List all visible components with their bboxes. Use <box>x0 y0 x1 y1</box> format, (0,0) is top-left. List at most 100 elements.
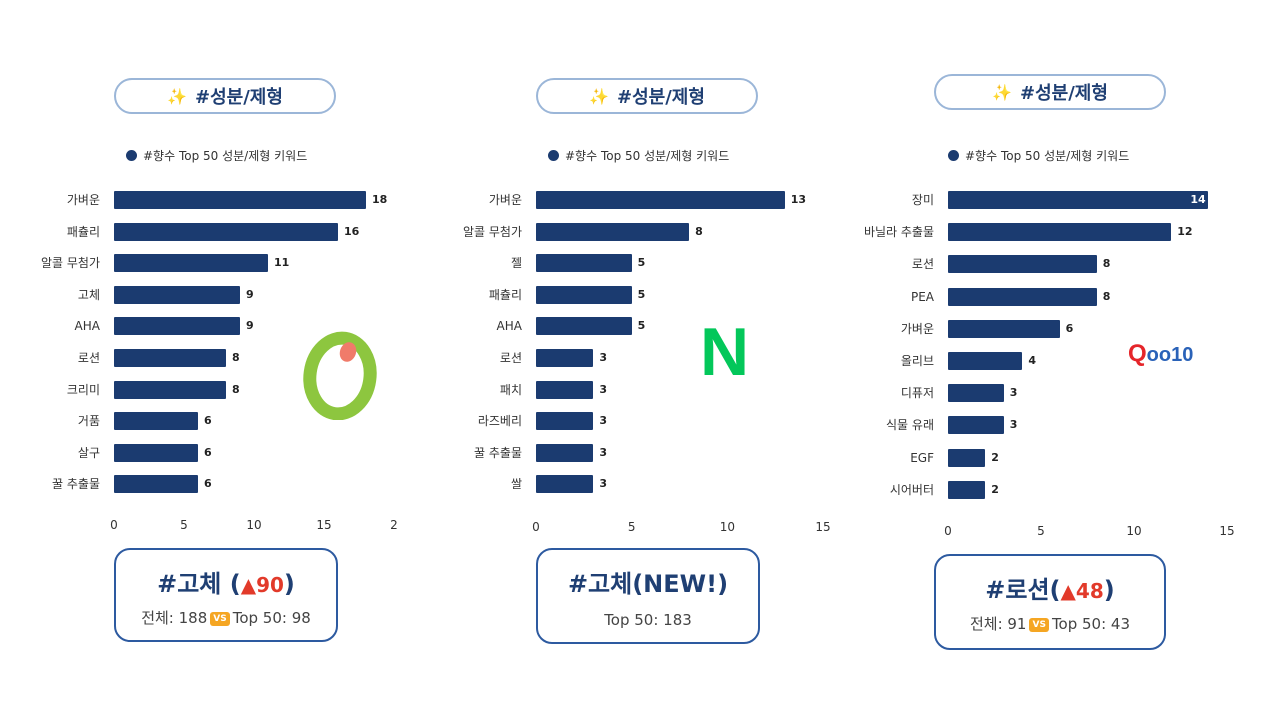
top50-count: Top 50: 183 <box>604 611 692 629</box>
data-label: 3 <box>1009 386 1018 400</box>
data-label: 5 <box>637 319 646 333</box>
category-label: 디퓨저 <box>900 386 934 401</box>
data-label: 6 <box>204 445 212 459</box>
category-label: 꿀 추출물 <box>474 445 522 460</box>
data-label: 11 <box>274 256 290 270</box>
data-label: 8 <box>1102 257 1111 271</box>
bar <box>948 384 1004 403</box>
bar <box>536 412 594 431</box>
x-tick-label: 2 <box>390 518 398 532</box>
bar <box>536 317 632 336</box>
bar <box>114 191 366 209</box>
x-tick-label: 10 <box>1126 524 1142 538</box>
category-label: AHA <box>74 319 100 334</box>
data-label: 6 <box>1065 321 1074 335</box>
category-label: 올리브 <box>900 354 934 368</box>
pill-label: #성분/제형 <box>195 87 283 108</box>
bar <box>114 380 226 399</box>
data-label: 2 <box>991 482 999 496</box>
data-label: 13 <box>790 193 807 206</box>
bar <box>114 412 198 431</box>
summary-counts: Top 50: 183 <box>538 611 758 629</box>
category-label: 꿀 추출물 <box>52 477 100 492</box>
x-tick-label: 15 <box>1219 524 1235 538</box>
summary-counts: 전체: 91 VS Top 50: 43 <box>936 613 1164 634</box>
bar <box>948 287 1097 306</box>
bar <box>948 223 1172 242</box>
data-label: 6 <box>204 414 212 428</box>
x-tick-label: 5 <box>627 520 636 534</box>
increase-badge: ▲48 <box>1060 579 1104 603</box>
category-label: 젤 <box>510 256 522 271</box>
data-label: 5 <box>637 287 646 301</box>
data-label: 3 <box>599 351 608 364</box>
bar <box>114 254 268 273</box>
x-tick-label: 10 <box>719 520 735 534</box>
category-label: 살구 <box>77 445 100 460</box>
summary-counts: 전체: 188 VS Top 50: 98 <box>116 607 336 628</box>
bar <box>536 380 594 399</box>
bar <box>948 416 1004 435</box>
x-tick-label: 10 <box>246 518 262 532</box>
bar <box>536 285 632 304</box>
panel-qoo10: ✨ #성분/제형 #향수 Top 50 성분/제형 키워드 장미 14 바닐라 추출… <box>822 0 1235 720</box>
legend-label: #향수 Top 50 성분/제형 키워드 <box>965 149 1130 163</box>
summary-card: #로션(▲48) 전체: 91 VS Top 50: 43 <box>934 554 1166 650</box>
category-label: 패츌리 <box>66 224 100 239</box>
bar <box>114 443 198 462</box>
sparkle-icon: ✨ <box>589 86 609 106</box>
category-label: 거품 <box>77 414 100 429</box>
x-tick-label: 0 <box>532 520 540 534</box>
x-tick-label: 15 <box>316 518 332 532</box>
data-label: 4 <box>1028 354 1037 367</box>
data-label: 3 <box>599 445 608 459</box>
data-label: 8 <box>232 351 240 364</box>
category-pill: ✨ #성분/제형 <box>934 74 1166 110</box>
category-label: 쌀 <box>510 477 522 492</box>
data-label: 8 <box>695 224 703 238</box>
bar <box>536 254 632 273</box>
qoo10-logo: Qoo10 <box>1128 342 1193 366</box>
sparkle-icon: ✨ <box>167 86 187 106</box>
legend-dot <box>126 150 137 161</box>
x-tick-label: 0 <box>110 518 118 532</box>
category-pill: ✨ #성분/제형 <box>114 78 336 114</box>
summary-headline: #로션(▲48) <box>985 576 1115 604</box>
bar <box>948 448 986 467</box>
sparkle-icon: ✨ <box>992 82 1012 102</box>
bar <box>948 480 986 499</box>
category-label: 고체 <box>77 287 100 302</box>
pill-label: #성분/제형 <box>1020 83 1108 104</box>
panel-olive-young: ✨ #성분/제형 #향수 Top 50 성분/제형 키워드 가벼운 18 패츌리 16… <box>0 0 400 720</box>
category-label: 크리미 <box>66 382 100 397</box>
bar <box>536 475 594 494</box>
category-label: 패치 <box>499 382 522 397</box>
legend-label: #향수 Top 50 성분/제형 키워드 <box>143 149 308 163</box>
qoo10-q: Q <box>1128 340 1147 367</box>
vs-icon: VS <box>1029 617 1049 632</box>
olive-young-logo <box>303 331 377 420</box>
bar <box>114 349 226 367</box>
category-label: 가벼운 <box>66 193 100 207</box>
category-label: 가벼운 <box>488 193 522 207</box>
naver-logo: N <box>700 314 750 390</box>
x-tick-label: 5 <box>1037 524 1045 538</box>
summary-headline: #고체(NEW!) <box>567 570 729 598</box>
x-tick-label: 0 <box>944 524 952 538</box>
data-label: 3 <box>599 382 608 396</box>
data-label: 6 <box>204 477 212 491</box>
category-label: EGF <box>910 450 934 465</box>
bar <box>948 319 1060 338</box>
x-tick-label: 15 <box>815 520 831 534</box>
total-count: 전체: 188 <box>141 609 208 627</box>
chart-legend: #향수 Top 50 성분/제형 키워드 <box>126 147 307 164</box>
chart-legend: #향수 Top 50 성분/제형 키워드 <box>948 147 1129 164</box>
category-label: 패츌리 <box>488 287 522 302</box>
category-label: 바닐라 추출물 <box>863 225 934 240</box>
data-label: 3 <box>1009 418 1018 432</box>
bar <box>114 285 240 304</box>
bar <box>536 191 785 209</box>
data-label: 9 <box>246 319 254 333</box>
category-label: 로션 <box>77 351 100 365</box>
category-label: PEA <box>910 289 934 304</box>
